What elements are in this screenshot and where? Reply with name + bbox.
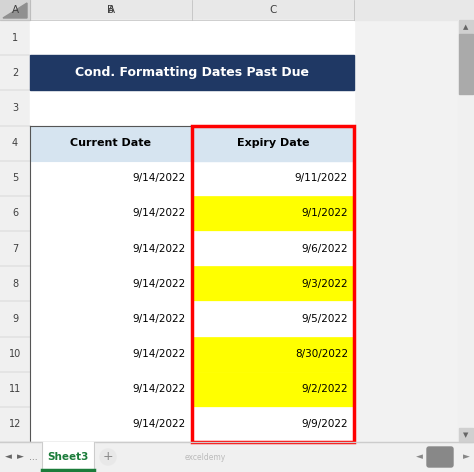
Text: 9/14/2022: 9/14/2022 [133, 279, 186, 289]
Text: ▼: ▼ [463, 432, 469, 438]
Text: 9/2/2022: 9/2/2022 [301, 384, 348, 394]
Bar [30, 337, 192, 371]
Bar [192, 90, 354, 126]
Text: Sheet3: Sheet3 [47, 452, 89, 462]
Bar [459, 20, 473, 34]
Text: 9/5/2022: 9/5/2022 [301, 314, 348, 324]
Text: 9/14/2022: 9/14/2022 [133, 244, 186, 253]
Bar [459, 34, 473, 94]
Text: 4: 4 [12, 138, 18, 148]
Bar [192, 20, 354, 55]
Bar [42, 442, 94, 472]
Bar [192, 196, 354, 231]
Text: 9/14/2022: 9/14/2022 [133, 420, 186, 430]
Bar [30, 126, 192, 160]
Text: ◄: ◄ [5, 453, 11, 462]
Text: Expiry Date: Expiry Date [237, 138, 309, 148]
Text: 12: 12 [9, 420, 21, 430]
Bar [192, 126, 354, 160]
Bar [30, 301, 192, 337]
Text: 9: 9 [12, 314, 18, 324]
Bar [30, 160, 192, 196]
Text: 9/14/2022: 9/14/2022 [133, 173, 186, 183]
Bar [30, 55, 354, 90]
Bar [0, 442, 474, 472]
Bar [30, 266, 192, 301]
Text: Current Date: Current Date [71, 138, 152, 148]
Bar [0, 0, 474, 20]
Bar [30, 20, 192, 55]
Text: 9/14/2022: 9/14/2022 [133, 314, 186, 324]
Text: exceldemy: exceldemy [184, 453, 226, 462]
Bar [192, 126, 354, 442]
Bar [0, 20, 30, 442]
Text: 9/14/2022: 9/14/2022 [133, 209, 186, 219]
Bar [192, 407, 354, 442]
Text: ▲: ▲ [463, 24, 469, 30]
Bar [30, 196, 192, 231]
Text: 6: 6 [12, 209, 18, 219]
Polygon shape [3, 3, 27, 18]
Bar [192, 266, 354, 301]
Bar [30, 407, 192, 442]
Text: ►: ► [463, 453, 469, 462]
Bar [30, 371, 192, 407]
Text: 9/1/2022: 9/1/2022 [301, 209, 348, 219]
Bar [30, 0, 192, 20]
Text: 9/3/2022: 9/3/2022 [301, 279, 348, 289]
Text: 10: 10 [9, 349, 21, 359]
Text: 5: 5 [12, 173, 18, 183]
Text: 11: 11 [9, 384, 21, 394]
Text: C: C [269, 5, 277, 15]
Bar [30, 90, 192, 126]
Text: 9/14/2022: 9/14/2022 [133, 349, 186, 359]
Text: ...: ... [29, 453, 37, 462]
Bar [459, 428, 473, 442]
Bar [192, 337, 354, 371]
Circle shape [100, 449, 116, 465]
Bar [30, 20, 354, 442]
FancyBboxPatch shape [427, 447, 453, 467]
Text: ►: ► [17, 453, 23, 462]
Text: 8: 8 [12, 279, 18, 289]
Text: 9/9/2022: 9/9/2022 [301, 420, 348, 430]
Bar [30, 231, 192, 266]
Text: 8/30/2022: 8/30/2022 [295, 349, 348, 359]
Bar [458, 20, 474, 442]
Text: ◄: ◄ [416, 453, 422, 462]
Text: 9/11/2022: 9/11/2022 [295, 173, 348, 183]
Bar [192, 160, 354, 196]
Text: 3: 3 [12, 103, 18, 113]
Bar [192, 301, 354, 337]
Text: 9/6/2022: 9/6/2022 [301, 244, 348, 253]
Bar [192, 231, 354, 266]
Text: B: B [108, 5, 115, 15]
Text: Cond. Formatting Dates Past Due: Cond. Formatting Dates Past Due [75, 66, 309, 79]
Text: 1: 1 [12, 33, 18, 42]
Bar [192, 371, 354, 407]
Text: 7: 7 [12, 244, 18, 253]
Text: 2: 2 [12, 68, 18, 78]
Text: +: + [103, 450, 113, 464]
Text: A: A [108, 5, 115, 15]
Text: 9/14/2022: 9/14/2022 [133, 384, 186, 394]
Text: A: A [11, 5, 18, 15]
Bar [0, 0, 30, 20]
